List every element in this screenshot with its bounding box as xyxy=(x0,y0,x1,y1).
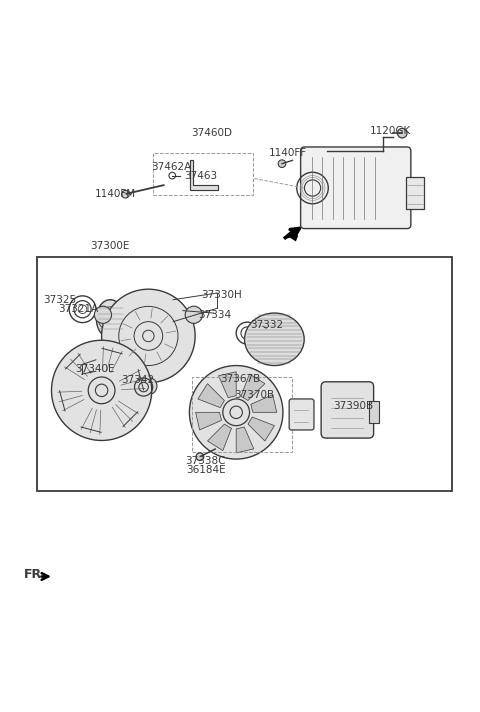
Text: 36184E: 36184E xyxy=(186,464,226,475)
Ellipse shape xyxy=(244,313,304,365)
Circle shape xyxy=(95,306,111,323)
Circle shape xyxy=(185,306,203,323)
Text: 37460D: 37460D xyxy=(191,127,232,137)
Ellipse shape xyxy=(96,300,124,338)
FancyBboxPatch shape xyxy=(300,147,411,229)
Polygon shape xyxy=(236,427,254,453)
Polygon shape xyxy=(284,231,298,241)
Text: 37340E: 37340E xyxy=(75,365,114,375)
Circle shape xyxy=(102,289,195,383)
FancyBboxPatch shape xyxy=(289,399,314,430)
Text: FR.: FR. xyxy=(24,568,48,581)
Text: 37463: 37463 xyxy=(184,171,217,181)
Polygon shape xyxy=(196,412,222,430)
Polygon shape xyxy=(190,160,217,190)
Polygon shape xyxy=(251,394,277,412)
Polygon shape xyxy=(241,374,265,401)
Bar xyxy=(37,257,452,491)
Text: 37367B: 37367B xyxy=(220,374,260,384)
Polygon shape xyxy=(207,424,231,451)
Circle shape xyxy=(140,377,157,394)
Circle shape xyxy=(278,160,286,167)
Text: 37462A: 37462A xyxy=(151,162,191,172)
Text: 37390B: 37390B xyxy=(334,401,373,411)
Circle shape xyxy=(121,190,129,198)
Bar xyxy=(406,177,424,209)
Text: 37321A: 37321A xyxy=(59,304,99,314)
Text: 37300E: 37300E xyxy=(91,241,130,251)
Bar xyxy=(369,402,379,423)
Polygon shape xyxy=(198,384,224,407)
Text: 1140FM: 1140FM xyxy=(95,189,135,199)
Text: 37342: 37342 xyxy=(121,375,154,385)
FancyBboxPatch shape xyxy=(321,382,373,438)
Circle shape xyxy=(397,128,407,138)
Text: 37330H: 37330H xyxy=(202,290,242,300)
Circle shape xyxy=(190,365,283,459)
Circle shape xyxy=(196,453,204,461)
Text: 37325: 37325 xyxy=(43,295,76,305)
Polygon shape xyxy=(218,372,236,398)
Polygon shape xyxy=(248,417,275,441)
Text: 1120GK: 1120GK xyxy=(370,126,411,136)
Bar xyxy=(192,377,292,452)
Text: 37338C: 37338C xyxy=(185,456,226,466)
Text: 37370B: 37370B xyxy=(234,390,275,400)
Text: 1140FF: 1140FF xyxy=(269,148,307,158)
Bar xyxy=(153,152,253,194)
Circle shape xyxy=(51,340,152,441)
Text: 37334: 37334 xyxy=(199,310,232,320)
Text: 37332: 37332 xyxy=(250,320,283,330)
